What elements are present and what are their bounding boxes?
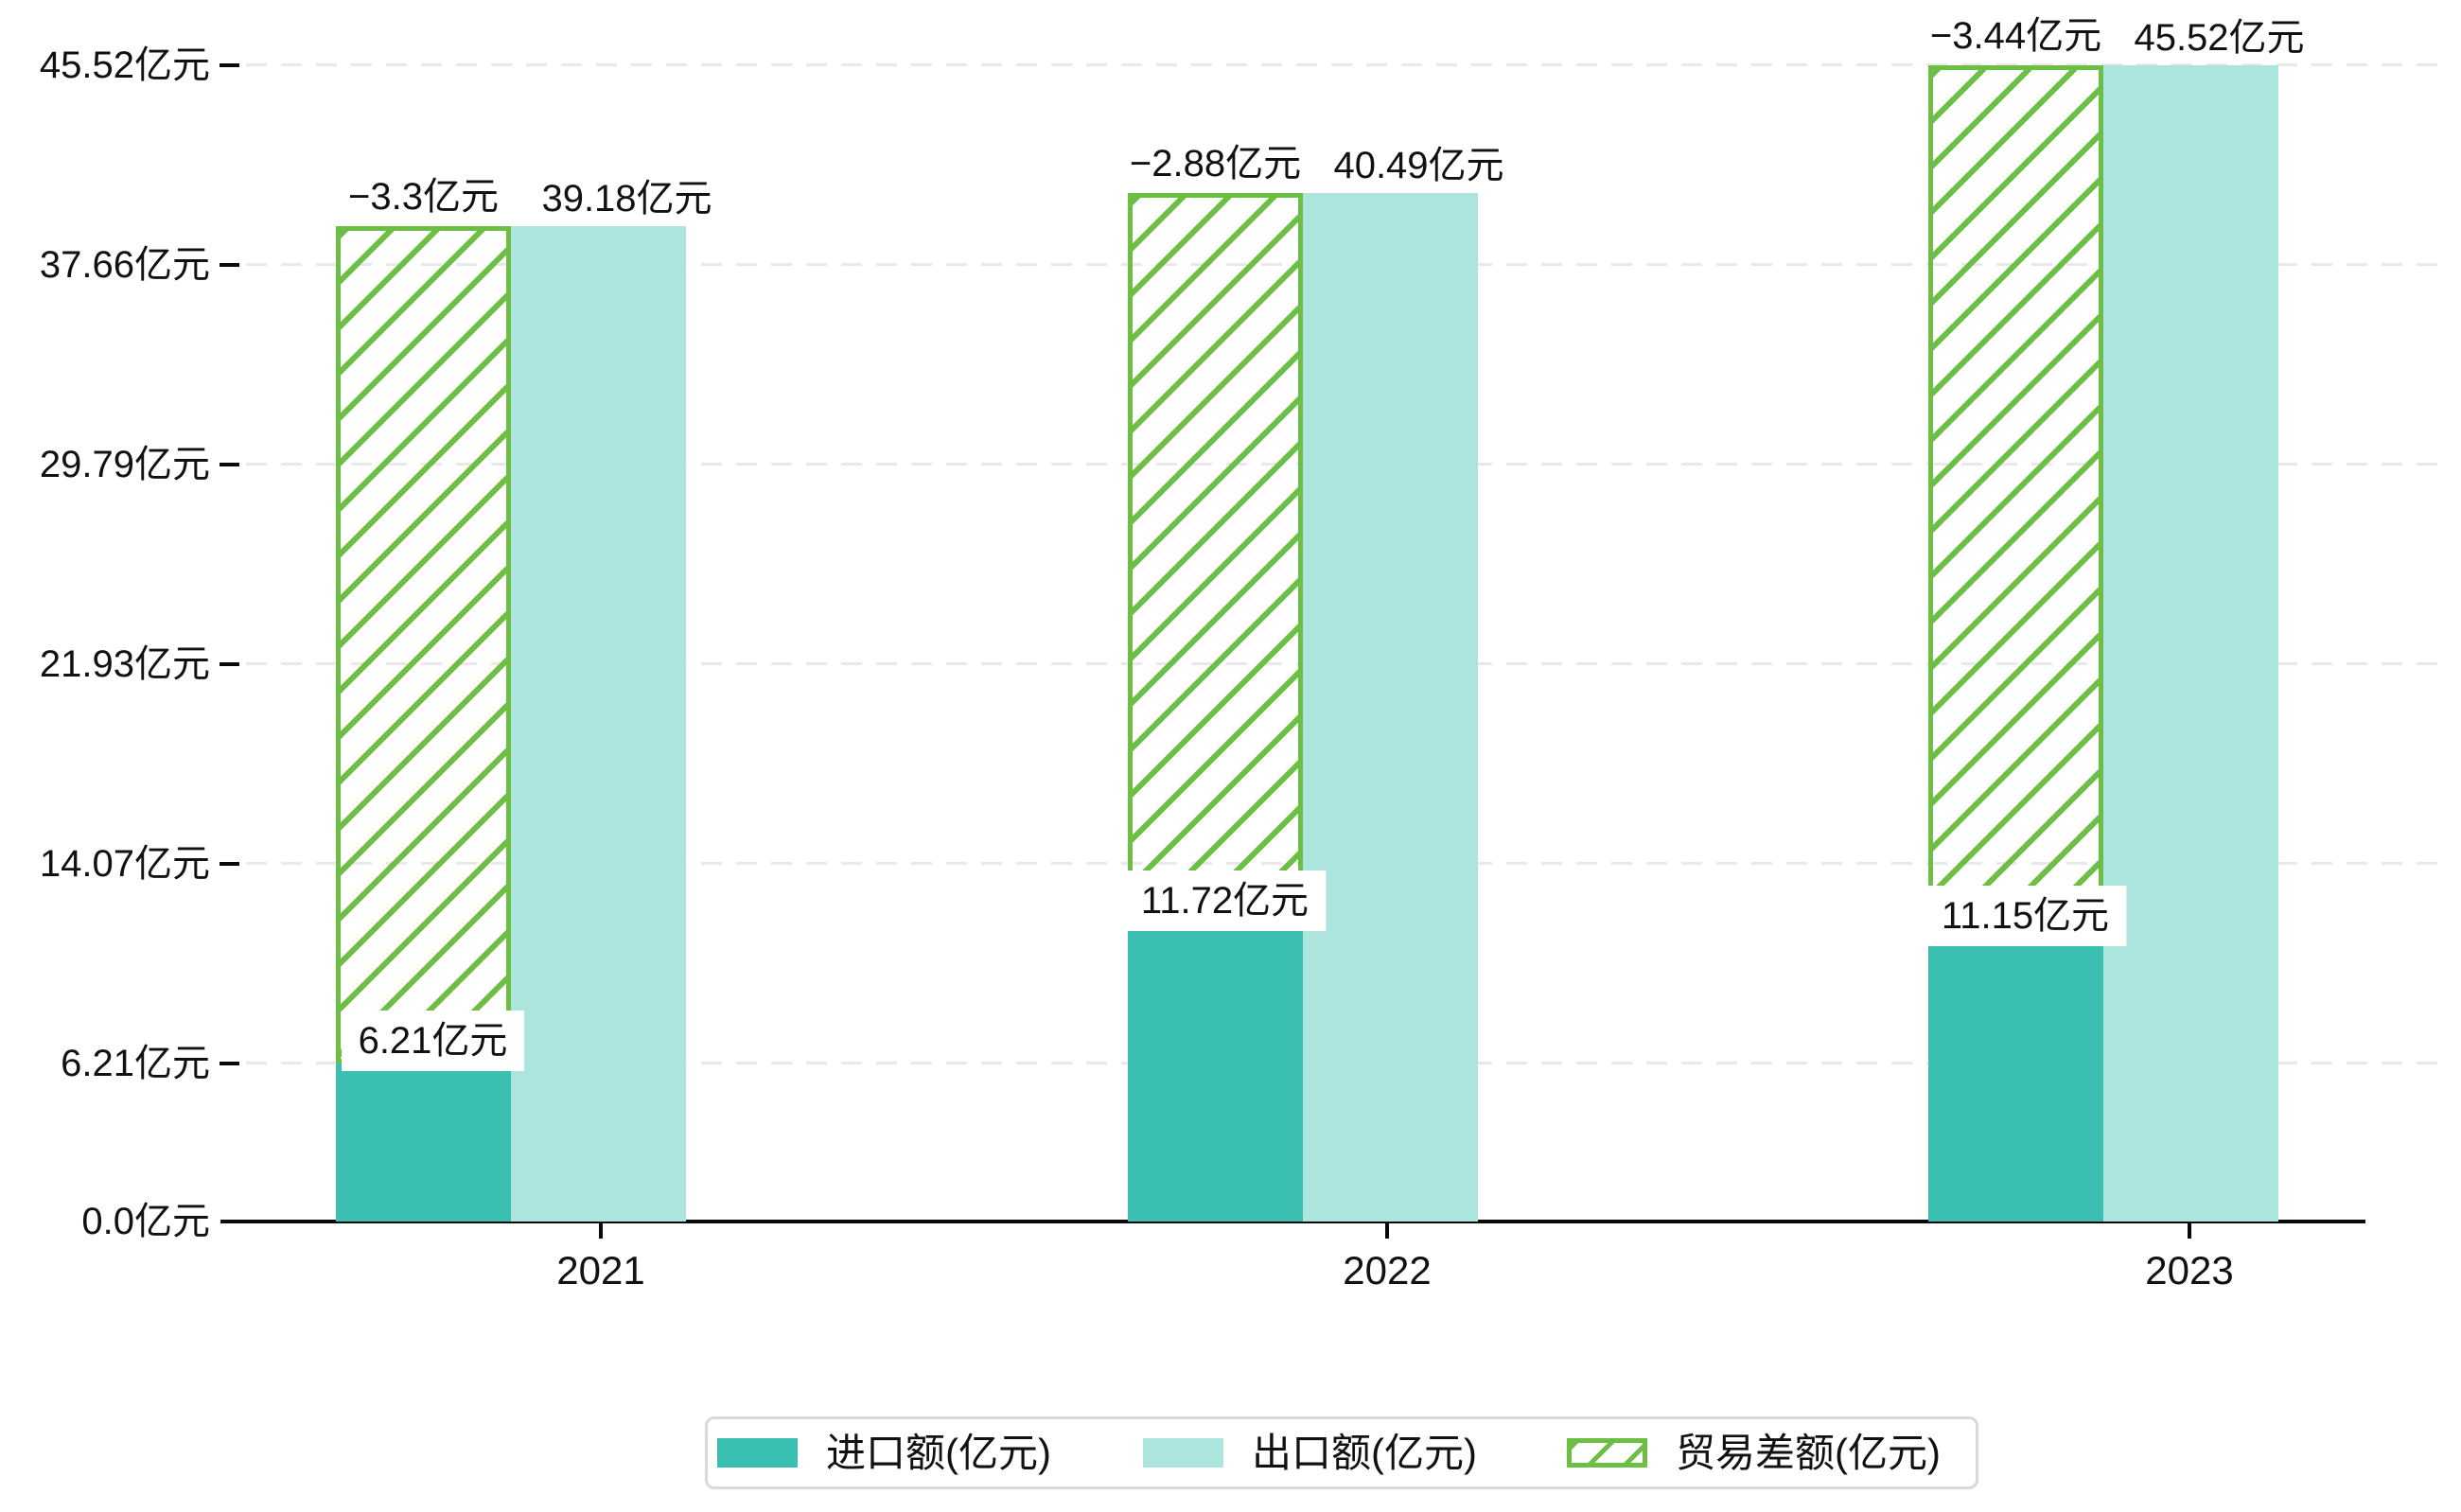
export-bar[interactable]	[511, 226, 686, 1222]
trade-balance-label: −2.88亿元	[1119, 137, 1311, 189]
y-axis-tick-label: 37.66亿元	[39, 243, 210, 286]
y-axis-tick-mark	[220, 1062, 239, 1066]
x-axis-tick-mark	[599, 1223, 603, 1239]
import-value-label: 6.21亿元	[341, 1011, 525, 1072]
import-bar[interactable]	[336, 1064, 511, 1222]
legend-item-label: 出口额(亿元)	[1252, 1430, 1477, 1475]
trade-balance-swatch-icon	[1567, 1438, 1647, 1468]
legend: 进口额(亿元) 出口额(亿元) 贸易差额(亿元)	[705, 1416, 1978, 1489]
trade-balance-label: −3.44亿元	[1920, 9, 2112, 62]
y-axis-tick-mark	[220, 463, 239, 467]
export-bar[interactable]	[2103, 64, 2278, 1222]
trade-balance-label: −3.3亿元	[339, 171, 508, 223]
x-axis-tick-mark	[1385, 1223, 1389, 1239]
trade-balance-bar[interactable]	[1928, 64, 2103, 939]
import-bar[interactable]	[1928, 938, 2103, 1222]
y-axis-tick-mark	[220, 262, 239, 267]
import-swatch-icon	[717, 1438, 798, 1468]
legend-item-import[interactable]: 进口额(亿元)	[717, 1419, 1051, 1486]
trade-balance-bar[interactable]	[336, 226, 511, 1064]
x-axis-tick-label: 2022	[1343, 1248, 1432, 1292]
legend-item-trade-balance[interactable]: 贸易差额(亿元)	[1567, 1419, 1941, 1486]
export-value-label: 45.52亿元	[2134, 16, 2305, 59]
export-value-label: 40.49亿元	[1333, 144, 1504, 186]
y-axis-tick-label: 29.79亿元	[39, 444, 210, 486]
y-gridline	[246, 62, 2441, 66]
x-axis-tick-mark	[2188, 1223, 2191, 1239]
export-value-label: 39.18亿元	[541, 178, 712, 220]
y-axis-tick-label: 45.52亿元	[39, 44, 210, 86]
import-value-label: 11.15亿元	[1924, 885, 2127, 946]
y-axis-tick-mark	[220, 862, 239, 867]
export-bar[interactable]	[1303, 192, 1478, 1222]
y-axis-tick-label: 14.07亿元	[39, 843, 210, 886]
x-axis-tick-label: 2021	[556, 1248, 645, 1292]
trade-balance-bar[interactable]	[1128, 192, 1303, 924]
import-value-label: 11.72亿元	[1123, 870, 1327, 932]
legend-item-label: 进口额(亿元)	[826, 1430, 1051, 1475]
x-axis-line	[220, 1220, 2365, 1223]
y-axis-tick-label: 6.21亿元	[61, 1043, 210, 1085]
y-axis-tick-mark	[220, 662, 239, 667]
legend-item-label: 贸易差额(亿元)	[1676, 1430, 1941, 1475]
y-axis-tick-mark	[220, 62, 239, 67]
y-axis-tick-label: 0.0亿元	[81, 1201, 210, 1242]
y-axis-tick-label: 21.93亿元	[39, 643, 210, 686]
export-swatch-icon	[1143, 1438, 1223, 1468]
legend-item-export[interactable]: 出口额(亿元)	[1143, 1419, 1477, 1486]
import-bar[interactable]	[1128, 923, 1303, 1222]
x-axis-tick-label: 2023	[2145, 1248, 2234, 1292]
